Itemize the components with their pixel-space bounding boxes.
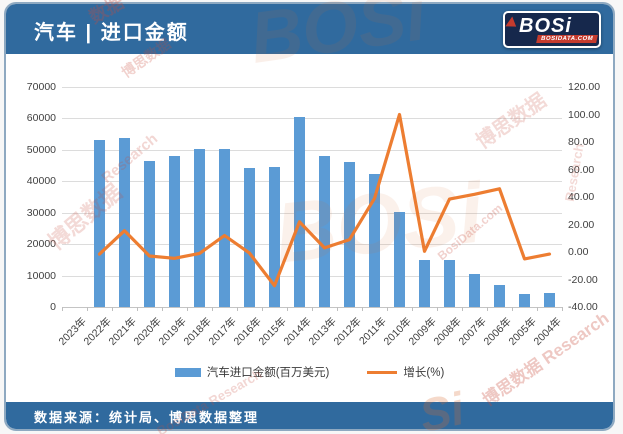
logo-wedge-icon <box>505 16 520 32</box>
bar-2006年 <box>494 285 505 307</box>
data-source-text: 数据来源：统计局、博思数据整理 <box>34 410 260 425</box>
chart-card: 汽车 | 进口金额 BOSi BOSIDATA.COM 0 10000 20000 3… <box>4 2 615 431</box>
gridline <box>62 149 562 151</box>
bar-2012年 <box>344 161 355 307</box>
x-axis-tick <box>562 307 563 311</box>
x-axis-tick <box>237 307 238 311</box>
x-axis-tick <box>362 307 363 311</box>
page-title: 汽车 | 进口金额 <box>34 22 189 44</box>
plot-area: 0 10000 20000 30000 40000 50000 60000 70000 -40.… <box>6 54 613 402</box>
left-axis-tick: 0 <box>50 301 56 313</box>
gridline <box>62 87 562 88</box>
legend-item-line: 增长(%) <box>367 364 444 380</box>
x-axis-tick <box>437 307 438 311</box>
right-axis-tick: 120.00 <box>568 81 601 93</box>
x-axis-tick <box>137 307 138 311</box>
bar-2022年 <box>94 139 105 307</box>
gridline <box>62 181 562 183</box>
right-axis-tick: 80.00 <box>568 136 595 148</box>
header-bar: 汽车 | 进口金额 BOSi BOSIDATA.COM <box>6 4 613 54</box>
x-axis-tick <box>537 307 538 311</box>
bar-2016年 <box>244 168 255 307</box>
x-axis-tick <box>262 307 263 311</box>
bar-2017年 <box>219 148 230 307</box>
bar-2020年 <box>144 160 155 307</box>
x-axis-tick <box>87 307 88 311</box>
bar-2018年 <box>194 149 205 307</box>
bosi-logo: BOSi BOSIDATA.COM <box>503 11 601 48</box>
growth-line-svg <box>97 112 552 288</box>
growth-line <box>97 112 552 288</box>
right-axis-tick: 100.00 <box>568 108 601 121</box>
bar-series-label: 汽车进口金额(百万美元) <box>206 367 330 379</box>
bar-series-swatch <box>174 367 201 377</box>
x-axis-tick <box>337 307 338 311</box>
logo-brand-text: BOSi <box>519 15 572 37</box>
gridline <box>62 244 562 246</box>
bar-2005年 <box>519 293 530 307</box>
left-axis-tick: 10000 <box>26 269 56 282</box>
right-axis-tick: -20.00 <box>568 273 598 286</box>
footer-bar: 数据来源：统计局、博思数据整理 <box>6 402 613 429</box>
bar-2015年 <box>269 167 280 307</box>
right-axis-tick: 40.00 <box>568 191 595 203</box>
x-axis-tick <box>187 307 188 311</box>
x-axis-tick <box>487 307 488 311</box>
line-series-label: 增长(%) <box>403 367 445 379</box>
bar-2021年 <box>119 137 130 307</box>
legend-item-bar: 汽车进口金额(百万美元) <box>174 364 330 380</box>
bar-2009年 <box>419 259 430 307</box>
x-axis-tick <box>212 307 213 311</box>
right-axis-tick: -40.00 <box>568 301 598 313</box>
x-axis-tick <box>62 307 63 311</box>
gridline <box>62 275 562 277</box>
gridline <box>62 118 562 120</box>
x-axis-tick <box>412 307 413 311</box>
left-axis-tick: 40000 <box>26 175 56 188</box>
right-axis-tick: 0.00 <box>568 246 589 258</box>
gridline <box>62 212 562 214</box>
x-axis-tick <box>512 307 513 311</box>
bar-2004年 <box>544 292 555 307</box>
bar-2007年 <box>469 274 480 307</box>
x-axis-tick <box>387 307 388 311</box>
line-series-swatch <box>367 370 398 374</box>
x-axis-tick <box>112 307 113 311</box>
right-axis-tick: 60.00 <box>568 163 595 176</box>
x-axis-tick <box>287 307 288 311</box>
logo-domain-text: BOSIDATA.COM <box>536 35 598 43</box>
x-axis-tick <box>462 307 463 311</box>
left-axis-tick: 50000 <box>26 143 56 156</box>
chart-legend: 汽车进口金额(百万美元) 增长(%) <box>6 364 613 380</box>
left-axis-tick: 70000 <box>26 81 56 93</box>
bar-2013年 <box>319 155 330 307</box>
left-axis-tick: 60000 <box>26 112 56 125</box>
x-axis-tick <box>312 307 313 311</box>
bar-2019年 <box>169 156 180 307</box>
left-axis-tick: 20000 <box>26 238 56 251</box>
left-axis-tick: 30000 <box>26 206 56 219</box>
x-axis-tick <box>162 307 163 311</box>
right-axis-tick: 20.00 <box>568 218 595 231</box>
bar-2011年 <box>369 174 380 307</box>
bar-2010年 <box>394 212 405 307</box>
bar-2008年 <box>444 259 455 307</box>
bar-2014年 <box>294 116 305 307</box>
